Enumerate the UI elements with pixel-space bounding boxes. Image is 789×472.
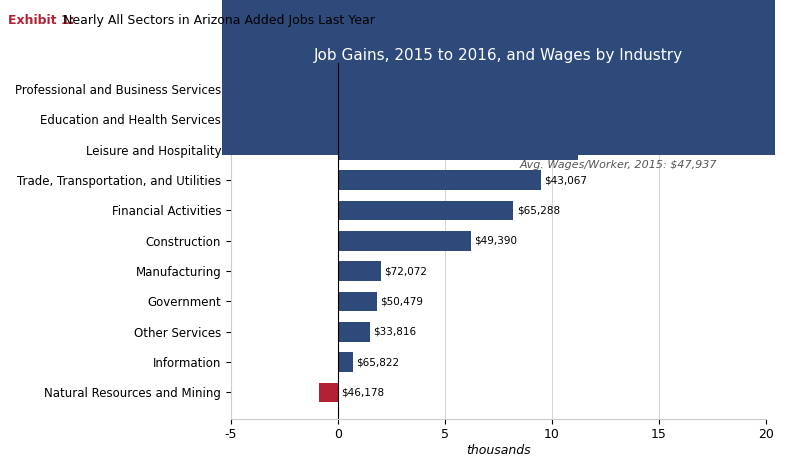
Text: $33,816: $33,816 [373,327,417,337]
Bar [338,110,640,129]
Bar [338,292,376,312]
Bar [319,383,338,402]
Text: $48,452: $48,452 [643,114,686,125]
Bar [338,352,353,372]
Text: $49,390: $49,390 [474,236,517,246]
Text: $43,067: $43,067 [544,175,588,185]
Text: $72,072: $72,072 [384,266,427,276]
Bar [338,170,541,190]
Bar [338,231,471,251]
Text: $65,822: $65,822 [356,357,399,367]
Text: $65,288: $65,288 [517,205,560,215]
Text: Avg. Wages/Worker, 2015: $47,937: Avg. Wages/Worker, 2015: $47,937 [520,160,717,170]
Bar [338,322,370,342]
Bar [338,140,578,160]
Bar [338,261,381,281]
Bar [338,79,670,99]
Text: $46,178: $46,178 [341,388,384,397]
Text: $50,479: $50,479 [380,296,423,306]
Text: Exhibit 1:: Exhibit 1: [8,14,74,27]
Text: $52,982: $52,982 [673,84,716,94]
X-axis label: thousands: thousands [466,444,531,457]
Title: Job Gains, 2015 to 2016, and Wages by Industry: Job Gains, 2015 to 2016, and Wages by In… [314,48,683,63]
Text: Nearly All Sectors in Arizona Added Jobs Last Year: Nearly All Sectors in Arizona Added Jobs… [59,14,375,27]
Bar [338,201,514,220]
Text: $21,800: $21,800 [581,145,624,155]
